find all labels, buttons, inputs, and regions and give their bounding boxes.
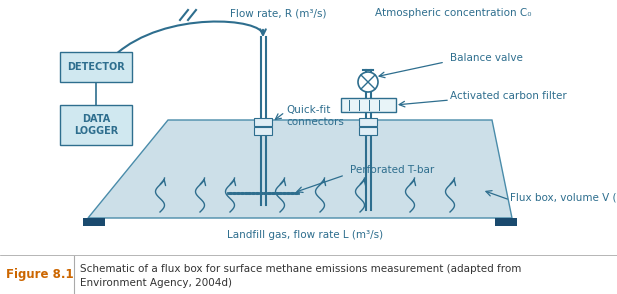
Polygon shape	[88, 120, 512, 218]
FancyBboxPatch shape	[60, 52, 132, 82]
Bar	[83, 218, 105, 226]
Bar	[254, 118, 272, 126]
Text: DETECTOR: DETECTOR	[67, 62, 125, 72]
Bar	[495, 218, 517, 226]
Text: Landfill gas, flow rate L (m³/s): Landfill gas, flow rate L (m³/s)	[227, 230, 383, 240]
Text: DATA
LOGGER: DATA LOGGER	[74, 114, 118, 136]
Bar	[359, 118, 377, 126]
Text: Schematic of a flux box for surface methane emissions measurement (adapted from: Schematic of a flux box for surface meth…	[80, 264, 521, 274]
Text: Flux box, volume V (m³): Flux box, volume V (m³)	[510, 193, 617, 203]
Text: Perforated T-bar: Perforated T-bar	[350, 165, 434, 175]
Text: Activated carbon filter: Activated carbon filter	[450, 91, 567, 101]
FancyBboxPatch shape	[60, 105, 132, 145]
Bar	[254, 127, 272, 135]
Text: Environment Agency, 2004d): Environment Agency, 2004d)	[80, 278, 232, 288]
Text: Balance valve: Balance valve	[450, 53, 523, 63]
Text: Atmospheric concentration C₀: Atmospheric concentration C₀	[375, 8, 531, 18]
Circle shape	[358, 72, 378, 92]
Text: Figure 8.1: Figure 8.1	[6, 268, 73, 281]
Bar	[359, 127, 377, 135]
Text: Flow rate, R (m³/s): Flow rate, R (m³/s)	[230, 8, 326, 18]
Text: Quick-fit
connectors: Quick-fit connectors	[286, 105, 344, 127]
Bar	[341, 98, 396, 112]
